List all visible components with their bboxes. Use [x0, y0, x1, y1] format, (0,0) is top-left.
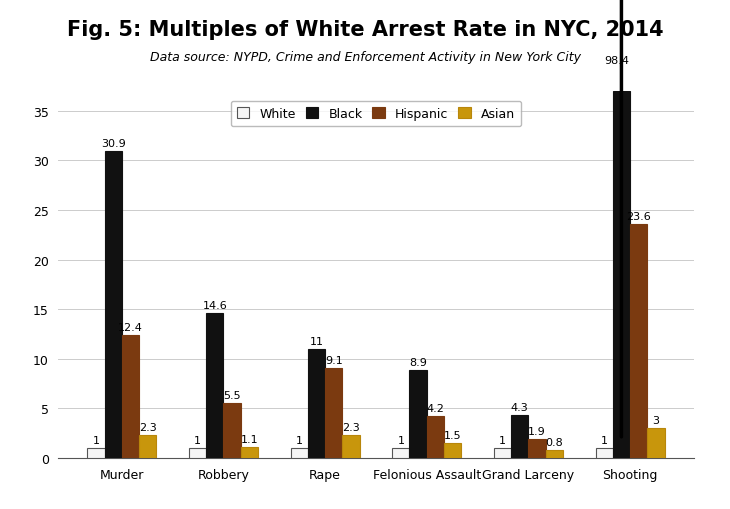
Text: 8.9: 8.9 [410, 357, 427, 367]
Text: 14.6: 14.6 [202, 300, 227, 310]
Text: 1.5: 1.5 [444, 430, 461, 440]
Text: Data source: NYPD, Crime and Enforcement Activity in New York City: Data source: NYPD, Crime and Enforcement… [150, 51, 580, 64]
Bar [325, 368, 342, 458]
Text: 4.2: 4.2 [426, 404, 445, 413]
Text: 0.8: 0.8 [545, 437, 564, 447]
Text: 3: 3 [653, 415, 659, 426]
Bar [122, 335, 139, 458]
Text: 30.9: 30.9 [101, 139, 126, 149]
Bar [596, 448, 612, 458]
Text: 9.1: 9.1 [325, 355, 342, 365]
Bar [88, 448, 104, 458]
Text: 1.1: 1.1 [241, 434, 258, 444]
Text: 1: 1 [296, 435, 303, 445]
Text: 1: 1 [194, 435, 201, 445]
Text: Fig. 5: Multiples of White Arrest Rate in NYC, 2014: Fig. 5: Multiples of White Arrest Rate i… [66, 20, 664, 40]
Text: 4.3: 4.3 [511, 403, 529, 412]
Bar [427, 416, 444, 458]
Bar [444, 443, 461, 458]
Bar [139, 435, 156, 458]
Text: 12.4: 12.4 [118, 322, 143, 332]
Text: 1: 1 [499, 435, 506, 445]
Bar [342, 435, 360, 458]
Bar [546, 450, 563, 458]
Bar [494, 448, 511, 458]
Bar [630, 224, 648, 458]
Bar [189, 448, 206, 458]
Text: 11: 11 [310, 336, 323, 346]
Bar [392, 448, 410, 458]
Text: 1: 1 [601, 435, 607, 445]
Text: 2.3: 2.3 [139, 422, 157, 432]
Bar [308, 349, 325, 458]
Legend: White, Black, Hispanic, Asian: White, Black, Hispanic, Asian [231, 101, 521, 127]
Text: 23.6: 23.6 [626, 211, 651, 221]
Bar [223, 404, 241, 458]
Bar [410, 370, 427, 458]
Text: 1.9: 1.9 [529, 427, 546, 436]
Text: 98.4: 98.4 [604, 56, 629, 66]
Bar [291, 448, 308, 458]
Bar [206, 314, 223, 458]
Bar [241, 447, 258, 458]
Text: 1: 1 [93, 435, 99, 445]
Bar [648, 429, 664, 458]
Bar [529, 439, 546, 458]
Bar [104, 152, 122, 458]
Bar [511, 415, 529, 458]
Bar [612, 92, 630, 458]
Text: 1: 1 [397, 435, 404, 445]
Text: 2.3: 2.3 [342, 422, 360, 432]
Text: 5.5: 5.5 [223, 391, 241, 401]
